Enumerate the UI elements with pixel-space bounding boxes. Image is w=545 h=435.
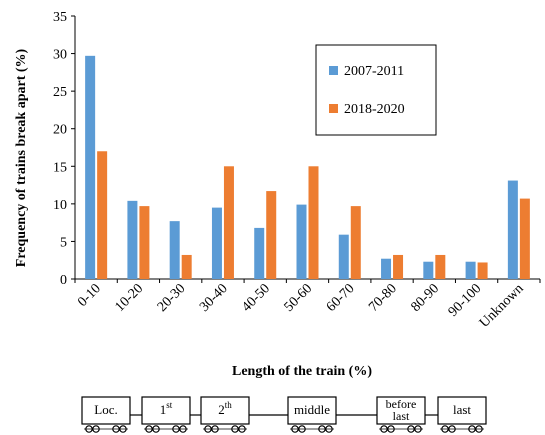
train-car: before last — [376, 396, 426, 433]
x-tick-label: 90-100 — [446, 281, 485, 320]
bar-2018-2020-Unknown — [519, 198, 530, 279]
bar-2018-2020-70-80 — [393, 254, 404, 279]
bar-2007-2011-20-30 — [169, 221, 180, 279]
train-diagram: Loc. 1st 2th middle before last last — [81, 396, 487, 433]
bar-2007-2011-10-20 — [127, 200, 138, 279]
legend-box — [315, 44, 437, 136]
x-tick-label: 70-80 — [366, 281, 400, 315]
bar-2018-2020-90-100 — [477, 262, 488, 279]
x-tick-label: 0-10 — [75, 281, 104, 310]
y-axis-ticks: 0 5 10 15 20 25 30 35 — [53, 10, 75, 288]
legend: 2007-2011 2018-2020 — [315, 44, 437, 136]
bar-2007-2011-50-60 — [296, 204, 307, 279]
car-label: 2th — [218, 400, 232, 417]
x-tick-label: 30-40 — [197, 281, 231, 315]
x-tick-label: 50-60 — [282, 281, 316, 315]
x-tick-label: 80-90 — [408, 281, 442, 315]
y-tick-label: 35 — [53, 10, 67, 25]
bar-2007-2011-0-10 — [85, 55, 96, 279]
y-axis-label: Frequency of trains break apart (%) — [14, 48, 29, 267]
car-label: middle — [294, 402, 330, 417]
x-axis-label: Length of the train (%) — [232, 364, 372, 379]
y-tick-label: 10 — [53, 198, 67, 213]
bar-2007-2011-70-80 — [381, 258, 392, 279]
train-car: Loc. — [81, 396, 131, 433]
bar-2007-2011-40-50 — [254, 227, 265, 279]
car-body — [81, 396, 131, 425]
train-car: 2th — [200, 396, 250, 433]
train-car: 1st — [141, 396, 191, 433]
bar-2007-2011-Unknown — [507, 180, 518, 279]
car-body — [376, 396, 426, 425]
car-label: before last — [386, 397, 417, 423]
y-tick-label: 5 — [60, 235, 67, 250]
bar-2007-2011-90-100 — [465, 261, 476, 279]
x-tick-label: 40-50 — [239, 281, 273, 315]
legend-swatch-2018-2020 — [329, 104, 338, 113]
bar-2018-2020-40-50 — [266, 191, 277, 279]
x-tick-label: 10-20 — [113, 281, 147, 315]
x-axis-ticks: 0-10 10-20 20-30 30-40 40-50 50-60 60-70 70-80 8… — [74, 279, 541, 331]
x-tick-label: 60-70 — [324, 281, 358, 315]
y-tick-label: 25 — [53, 85, 67, 100]
x-tick-label: 20-30 — [155, 281, 189, 315]
y-tick-label: 30 — [53, 48, 67, 63]
car-body — [437, 396, 487, 425]
bar-2018-2020-30-40 — [223, 166, 234, 279]
y-tick-label: 0 — [60, 273, 67, 288]
bar-2018-2020-20-30 — [181, 254, 192, 279]
chart-axes — [74, 16, 540, 280]
car-label: Loc. — [94, 402, 117, 417]
train-car: last — [437, 396, 487, 433]
y-tick-label: 15 — [53, 160, 67, 175]
bar-2018-2020-50-60 — [308, 166, 319, 279]
bar-series — [85, 55, 530, 279]
car-body — [141, 396, 191, 425]
legend-label-2007-2011: 2007-2011 — [344, 64, 404, 79]
bar-2018-2020-10-20 — [139, 206, 150, 279]
bar-2018-2020-80-90 — [435, 254, 446, 279]
y-tick-label: 20 — [53, 123, 67, 138]
bar-2018-2020-0-10 — [97, 151, 108, 279]
car-label: 1st — [160, 400, 173, 417]
train-car: middle — [287, 396, 337, 433]
bar-2007-2011-80-90 — [423, 261, 434, 279]
bar-2007-2011-30-40 — [211, 207, 222, 279]
car-label: last — [453, 402, 471, 417]
bar-2007-2011-60-70 — [338, 234, 349, 279]
x-tick-label: Unknown — [477, 281, 527, 331]
car-body — [287, 396, 337, 425]
legend-label-2018-2020: 2018-2020 — [344, 102, 405, 117]
car-body — [200, 396, 250, 425]
bar-2018-2020-60-70 — [350, 206, 361, 279]
legend-swatch-2007-2011 — [329, 66, 338, 75]
